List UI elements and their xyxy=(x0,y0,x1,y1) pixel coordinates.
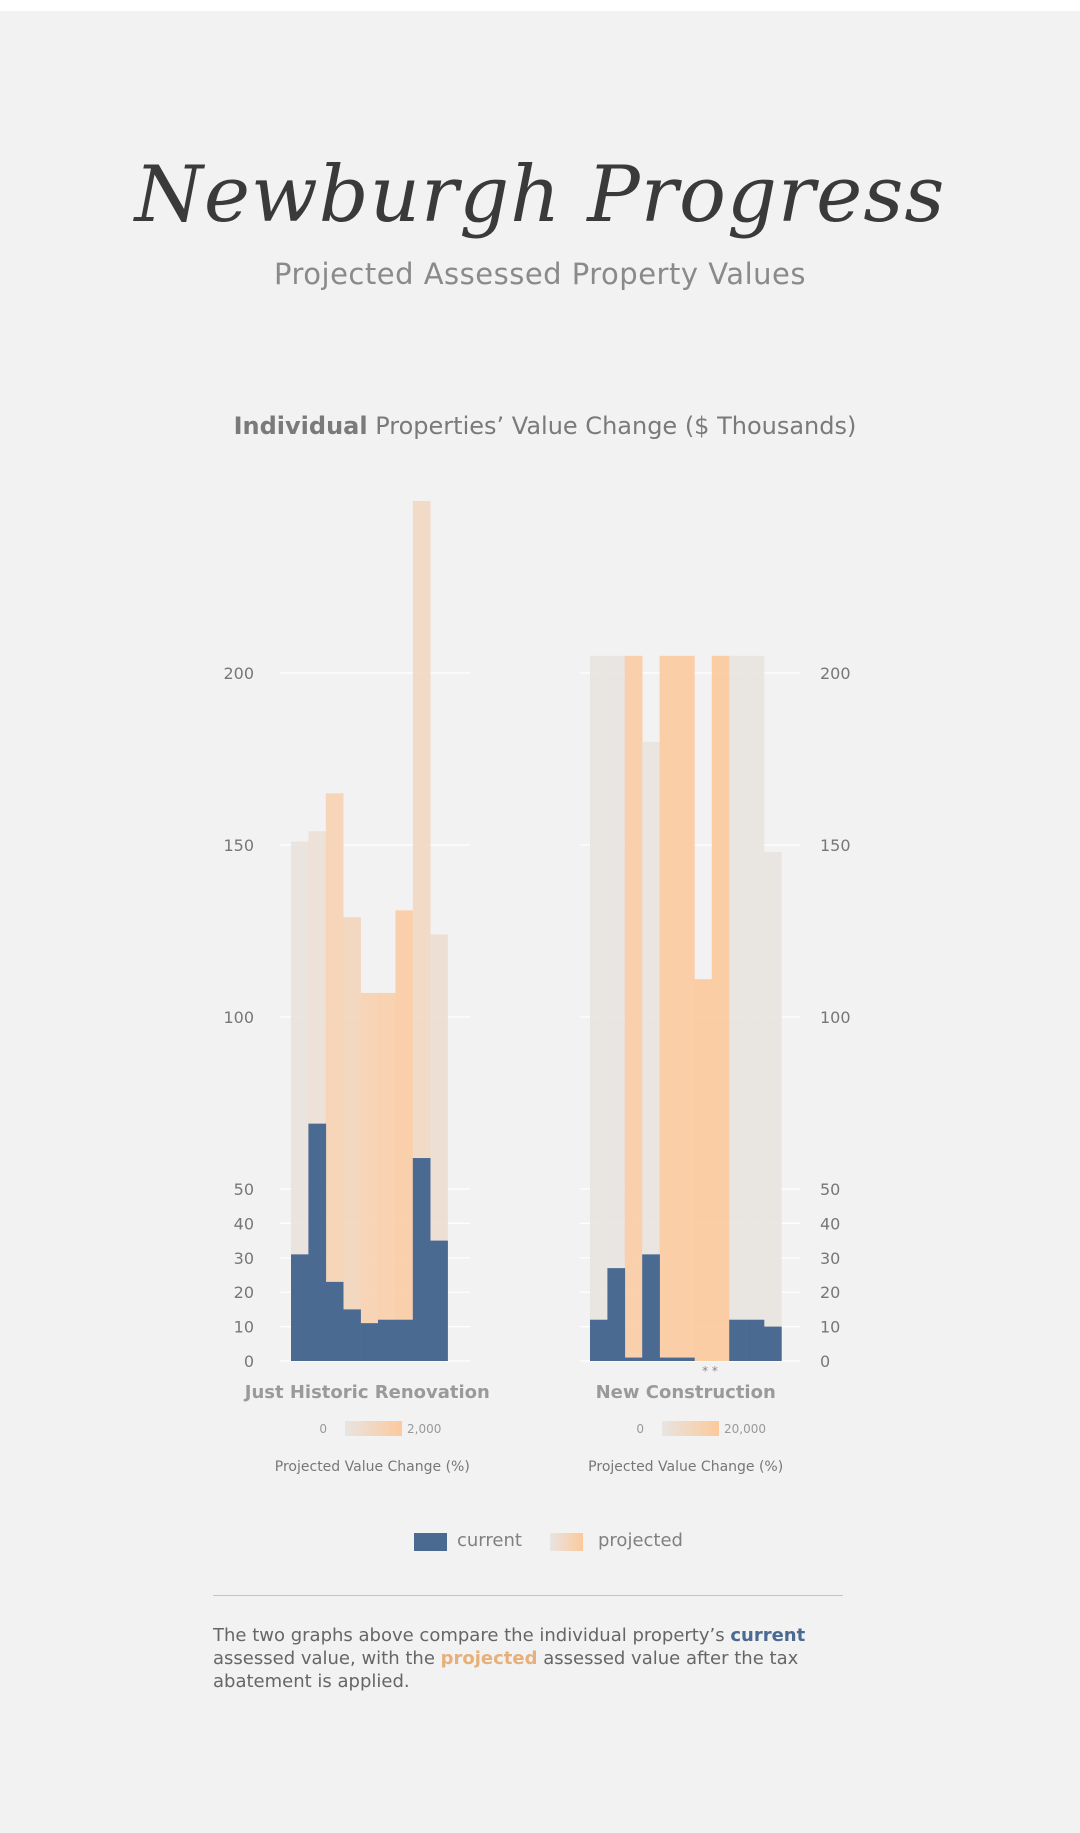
legend-current-label: current xyxy=(457,1530,522,1551)
color-scale-min: 0 xyxy=(636,1422,644,1436)
y-tick-label: 150 xyxy=(223,836,254,855)
projected-bar xyxy=(746,655,765,1361)
chart-heading-bold: Individual xyxy=(233,412,368,440)
divider xyxy=(213,1595,843,1596)
projected-bar xyxy=(343,917,361,1361)
y-tick-label: 50 xyxy=(820,1180,840,1199)
projected-bar xyxy=(378,992,396,1361)
current-bar xyxy=(677,1357,695,1361)
caption-part2: assessed value, with the xyxy=(213,1648,441,1669)
color-scale-max: 2,000 xyxy=(407,1422,441,1436)
caption: The two graphs above compare the individ… xyxy=(213,1624,873,1693)
y-tick-label: 200 xyxy=(223,664,254,683)
y-tick-label: 10 xyxy=(820,1318,840,1337)
y-tick-label: 30 xyxy=(234,1249,254,1268)
y-tick-label: 0 xyxy=(820,1352,830,1371)
projected-bar xyxy=(642,741,660,1361)
chart-heading-rest: Properties’ Value Change ($ Thousands) xyxy=(367,412,857,440)
panel-title: New Construction xyxy=(596,1382,776,1403)
current-bar xyxy=(395,1319,414,1361)
current-bar xyxy=(642,1254,660,1361)
projected-bar xyxy=(711,655,730,1361)
y-tick-label: 40 xyxy=(820,1214,840,1233)
panel-title: Just Historic Renovation xyxy=(243,1382,490,1403)
caption-projected: projected xyxy=(440,1648,538,1669)
y-tick-label: 50 xyxy=(234,1180,254,1199)
caption-current: current xyxy=(730,1625,806,1646)
current-bar xyxy=(343,1309,361,1361)
caption-part3: assessed value after the tax abatement i… xyxy=(213,1648,799,1692)
page-title: Newburgh Progress xyxy=(134,150,946,240)
current-bar xyxy=(378,1319,396,1361)
current-bar xyxy=(360,1323,379,1361)
legend-projected-swatch xyxy=(550,1533,583,1551)
current-bar xyxy=(325,1281,344,1361)
current-bar xyxy=(746,1319,765,1361)
projected-bar xyxy=(729,655,747,1361)
y-tick-label: 200 xyxy=(820,664,851,683)
current-bar xyxy=(590,1319,608,1361)
panel-annotation: * * xyxy=(702,1364,718,1378)
projected-bar xyxy=(607,655,626,1361)
page-subtitle: Projected Assessed Property Values xyxy=(274,257,806,291)
projected-bar xyxy=(325,793,344,1361)
y-tick-label: 0 xyxy=(244,1352,254,1371)
top-bar xyxy=(0,0,1080,11)
projected-bar xyxy=(291,841,309,1361)
y-tick-label: 10 xyxy=(234,1318,254,1337)
current-bar xyxy=(412,1158,431,1361)
chart-heading: Individual Properties’ Value Change ($ T… xyxy=(0,412,1080,440)
legend: current projected xyxy=(0,1530,1080,1554)
projected-bar xyxy=(360,992,379,1361)
caption-part1: The two graphs above compare the individ… xyxy=(213,1625,731,1646)
projected-bar xyxy=(590,655,608,1361)
x-axis-label: Projected Value Change (%) xyxy=(275,1459,470,1475)
projected-bar xyxy=(659,655,678,1361)
projected-bar xyxy=(395,910,414,1361)
projected-bar xyxy=(677,655,695,1361)
projected-bar xyxy=(694,979,713,1361)
y-tick-label: 40 xyxy=(234,1214,254,1233)
legend-projected-label: projected xyxy=(598,1530,683,1551)
current-bar xyxy=(291,1254,309,1361)
current-bar xyxy=(764,1326,782,1361)
x-axis-label: Projected Value Change (%) xyxy=(588,1459,783,1475)
y-tick-label: 100 xyxy=(820,1008,851,1027)
legend-current-swatch xyxy=(414,1533,447,1551)
y-tick-label: 30 xyxy=(820,1249,840,1268)
current-bar xyxy=(729,1319,747,1361)
color-scale-min: 0 xyxy=(319,1422,327,1436)
current-bar xyxy=(308,1123,327,1361)
y-tick-label: 100 xyxy=(223,1008,254,1027)
projected-bar xyxy=(412,501,431,1361)
current-bar xyxy=(624,1357,643,1361)
projected-bar xyxy=(764,851,782,1361)
color-scale-bar xyxy=(345,1421,402,1436)
color-scale-bar xyxy=(662,1421,719,1436)
y-tick-label: 150 xyxy=(820,836,851,855)
color-scale-max: 20,000 xyxy=(724,1422,766,1436)
current-bar xyxy=(659,1357,678,1361)
projected-bar xyxy=(624,655,643,1361)
y-tick-label: 20 xyxy=(234,1283,254,1302)
y-tick-label: 20 xyxy=(820,1283,840,1302)
current-bar xyxy=(607,1268,626,1361)
current-bar xyxy=(430,1240,448,1361)
